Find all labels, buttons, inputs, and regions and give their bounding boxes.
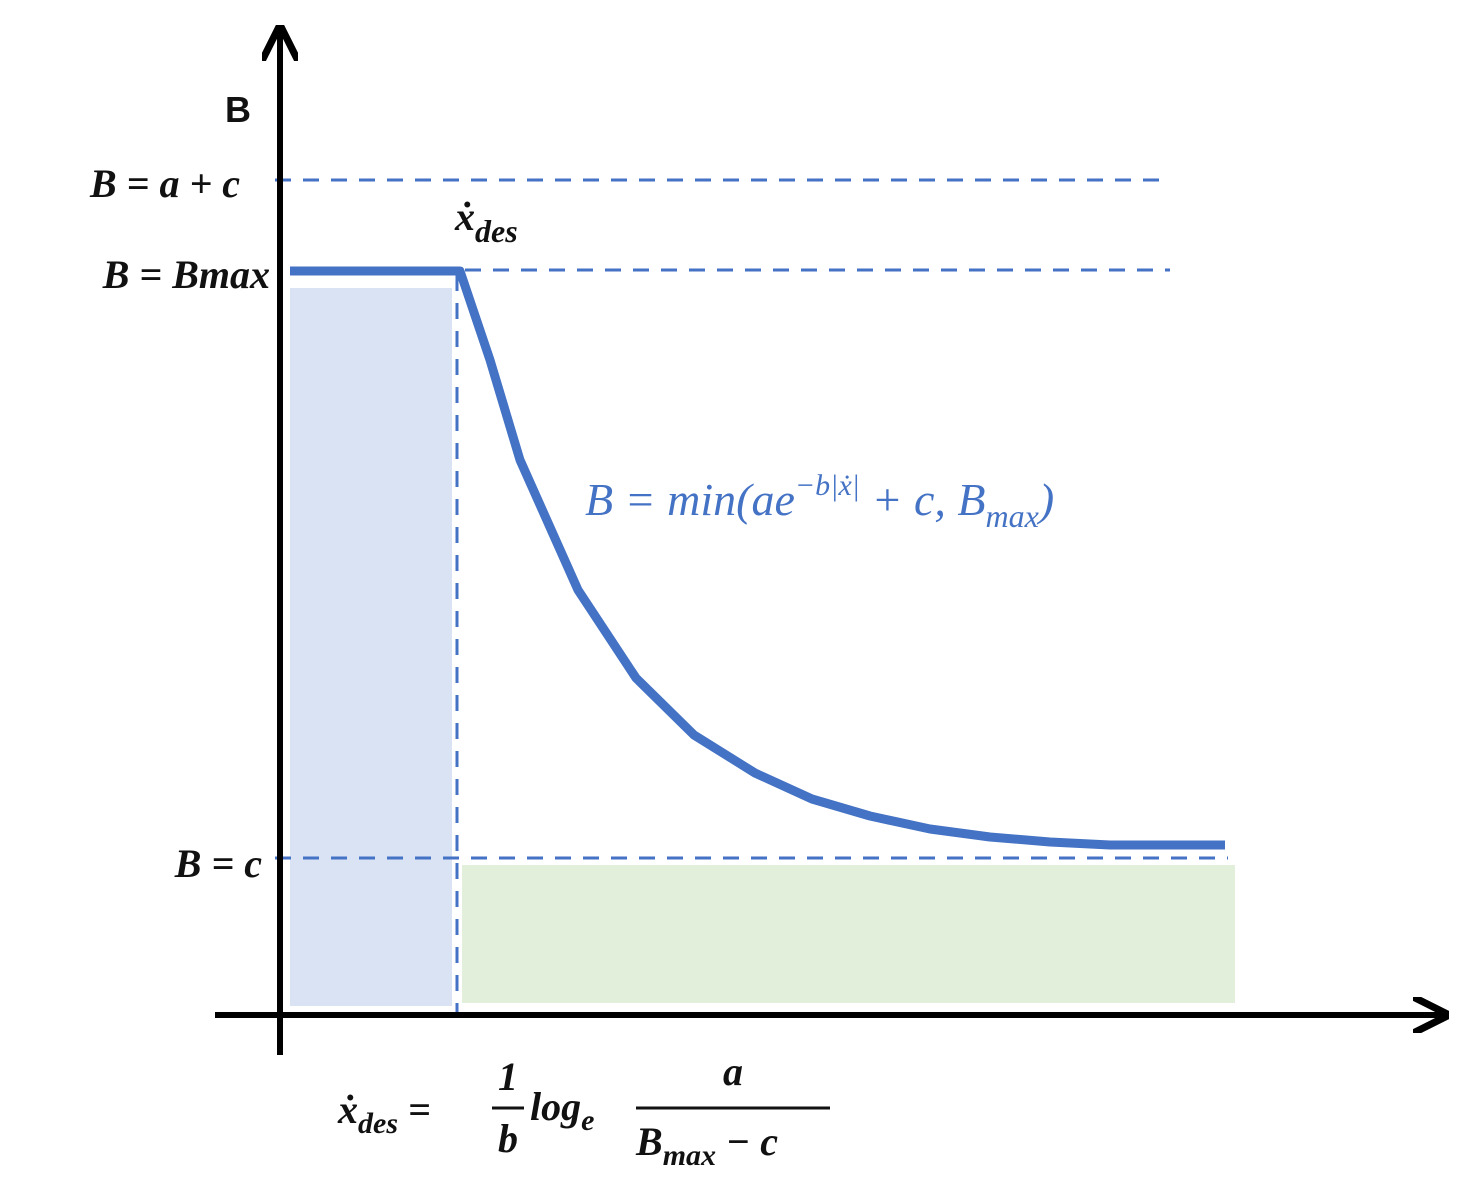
fraction-numerator: 1 [498,1054,518,1099]
curve [290,266,1225,850]
peak-label: ẋdes [454,194,518,249]
formula-part: − c [716,1119,778,1164]
formula-part: ẋ [337,1087,358,1132]
curve-formula: B = min(ae−b|ẋ| + c, Bmax) [585,469,1054,534]
left-region [290,288,452,1006]
formula-sub: max [663,1139,716,1172]
formula-sub: e [581,1104,594,1137]
svg-text:ẋdes =: ẋdes = [337,1087,431,1140]
fraction-numerator: a [723,1049,743,1094]
formula-part: = [398,1087,431,1132]
threshold-formula: ẋdes = 1 b loge a Bmax − c [337,1049,830,1172]
svg-text:Bmax − c: Bmax − c [635,1119,778,1172]
right-region [462,865,1235,1003]
peak-label-sub: des [475,213,518,249]
formula-part: ) [1036,474,1054,525]
peak-label-base: ẋ [454,194,475,239]
formula-part: + c, B [860,474,986,525]
formula-part: log [530,1084,581,1129]
formula-sub: max [986,498,1039,534]
formula-part: B [635,1119,663,1164]
formula-sub: des [358,1107,398,1140]
formula-sup: −b|ẋ| [795,469,860,502]
level-label: B = c [174,841,262,886]
axis-label: B [225,89,251,130]
formula-part: B = min(ae [585,474,795,525]
level-label: B = Bmax [102,252,270,297]
svg-text:loge: loge [530,1084,594,1137]
fraction-denominator: b [498,1116,518,1161]
level-label: B = a + c [89,161,240,206]
